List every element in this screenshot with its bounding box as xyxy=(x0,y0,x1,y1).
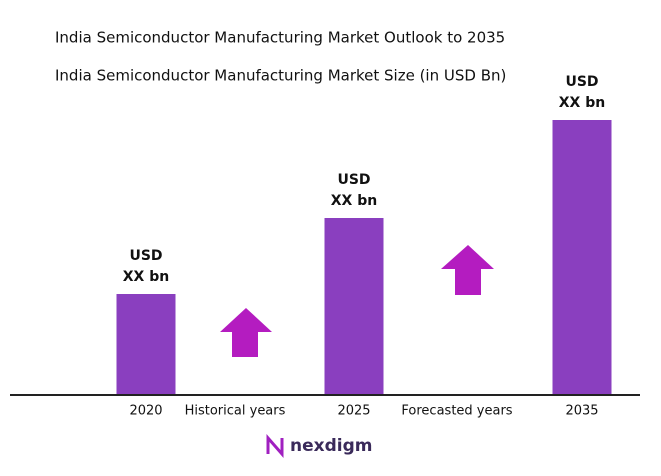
x-tick-label: 2025 xyxy=(337,404,370,419)
period-label: Historical years xyxy=(185,404,286,419)
x-tick-label: 2020 xyxy=(129,404,162,419)
x-tick-label: 2035 xyxy=(565,404,598,419)
bar xyxy=(116,294,176,394)
growth-arrow xyxy=(220,308,272,357)
bar xyxy=(552,120,612,394)
logo: nexdigm xyxy=(266,434,372,458)
value-label: USD xyxy=(129,248,162,264)
growth-arrow xyxy=(441,245,494,295)
value-label: USD xyxy=(337,172,370,188)
chart-subtitle: India Semiconductor Manufacturing Market… xyxy=(55,67,506,85)
bar xyxy=(324,218,384,394)
value-label: XX bn xyxy=(331,193,377,209)
period-label: Forecasted years xyxy=(401,404,512,419)
logo-text: nexdigm xyxy=(290,436,372,456)
chart-title: India Semiconductor Manufacturing Market… xyxy=(55,29,505,47)
value-label: XX bn xyxy=(559,95,605,111)
value-label: XX bn xyxy=(123,269,169,285)
value-label: USD xyxy=(565,74,598,90)
logo-icon xyxy=(266,434,284,458)
